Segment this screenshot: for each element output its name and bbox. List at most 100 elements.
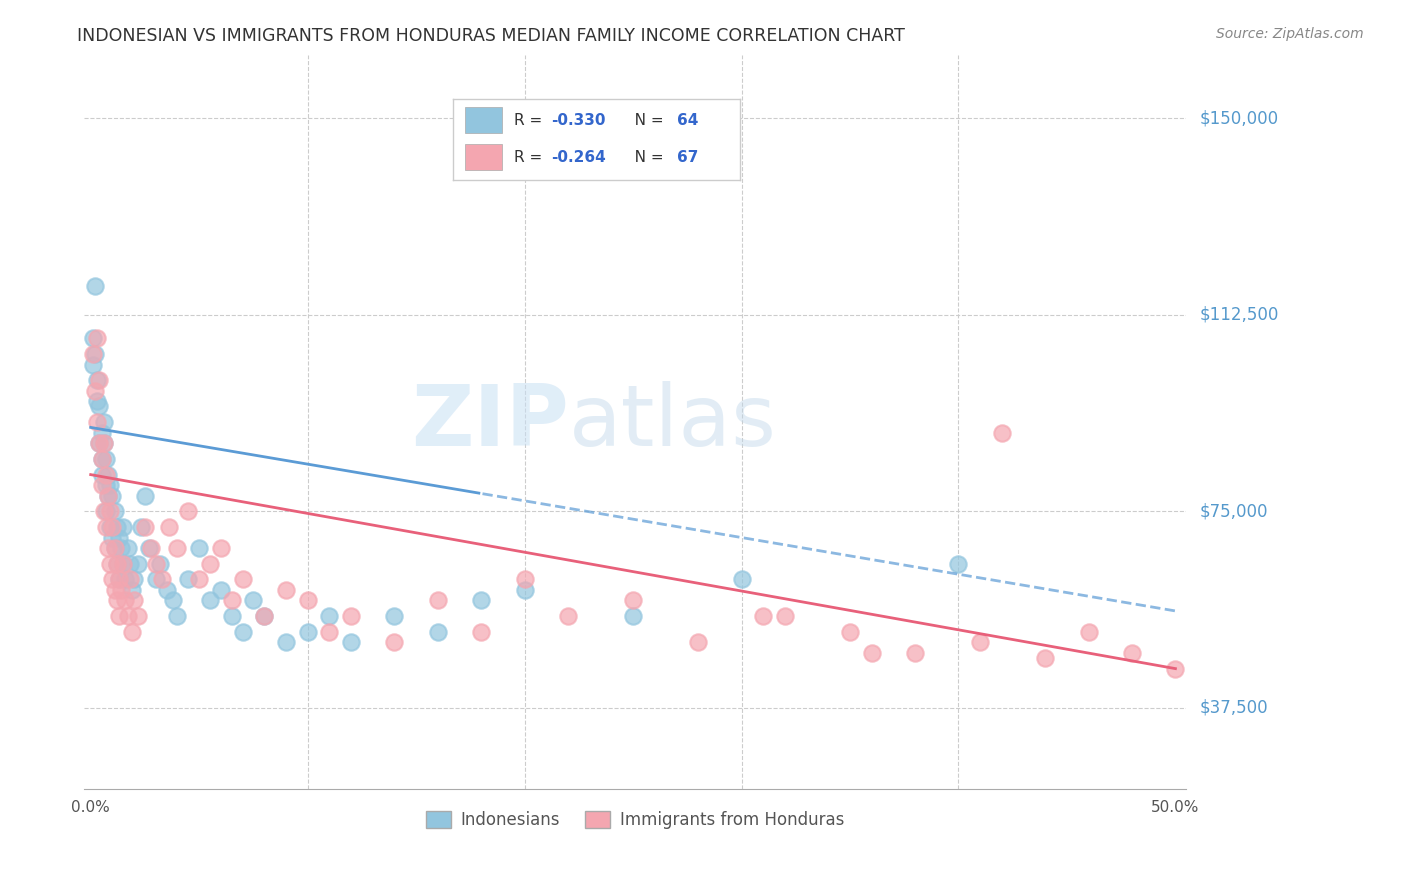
Point [101, 520, 124, 534]
Point [98, 478, 121, 492]
Point [384, 609, 406, 624]
Point [157, 520, 180, 534]
Point [297, 593, 319, 607]
Point [426, 624, 449, 639]
Point [274, 635, 297, 649]
Point [904, 646, 927, 660]
Point [93, 436, 115, 450]
Point [97, 541, 120, 555]
Point [86, 373, 108, 387]
Point [93, 415, 115, 429]
Point [340, 609, 363, 624]
Point [773, 609, 796, 624]
Point [1077, 624, 1099, 639]
Point [470, 593, 492, 607]
Point [134, 489, 156, 503]
Point [156, 582, 179, 597]
Point [112, 557, 135, 571]
Point [122, 573, 145, 587]
Point [969, 635, 991, 649]
Point [98, 557, 121, 571]
Point [82, 331, 104, 345]
Point [114, 573, 136, 587]
Point [94, 504, 117, 518]
Point [110, 541, 132, 555]
Point [557, 609, 579, 624]
Point [105, 520, 128, 534]
Point [149, 557, 172, 571]
Point [232, 624, 254, 639]
Point [86, 394, 108, 409]
Point [84, 278, 107, 293]
Point [97, 467, 120, 482]
Point [127, 557, 149, 571]
Point [141, 541, 163, 555]
Point [129, 520, 152, 534]
Point [108, 573, 131, 587]
Point [108, 531, 131, 545]
Point [90, 451, 112, 466]
Point [93, 436, 115, 450]
Point [1164, 662, 1187, 676]
Point [1033, 651, 1056, 665]
Point [991, 425, 1014, 440]
Point [90, 467, 112, 482]
Point [90, 451, 112, 466]
Point [112, 557, 135, 571]
Point [138, 541, 160, 555]
Point [177, 573, 200, 587]
Point [198, 593, 221, 607]
Point [426, 593, 449, 607]
Legend: Indonesians, Immigrants from Honduras: Indonesians, Immigrants from Honduras [419, 805, 851, 836]
Text: Source: ZipAtlas.com: Source: ZipAtlas.com [1216, 27, 1364, 41]
Point [209, 582, 232, 597]
Point [98, 520, 121, 534]
Point [253, 609, 276, 624]
Point [150, 573, 173, 587]
Point [621, 609, 644, 624]
Point [318, 624, 340, 639]
Point [470, 624, 492, 639]
Point [94, 467, 117, 482]
Point [103, 541, 125, 555]
Point [513, 573, 536, 587]
Point [121, 624, 143, 639]
Point [145, 557, 167, 571]
Point [103, 541, 125, 555]
Point [118, 573, 141, 587]
Point [253, 609, 276, 624]
Point [97, 489, 120, 503]
Point [114, 593, 136, 607]
Point [117, 541, 139, 555]
Point [105, 557, 128, 571]
Point [274, 582, 297, 597]
Point [117, 609, 139, 624]
Point [122, 593, 145, 607]
Point [108, 609, 131, 624]
Text: $112,500: $112,500 [1199, 306, 1278, 324]
Point [105, 557, 128, 571]
Point [89, 400, 111, 414]
Point [242, 593, 264, 607]
Point [730, 573, 752, 587]
Point [145, 573, 167, 587]
Point [105, 593, 128, 607]
Point [177, 504, 200, 518]
Point [198, 557, 221, 571]
Point [839, 624, 862, 639]
Point [82, 347, 104, 361]
Point [94, 478, 117, 492]
Point [94, 520, 117, 534]
Point [688, 635, 710, 649]
Point [84, 347, 107, 361]
Point [232, 573, 254, 587]
Point [84, 384, 107, 398]
Point [162, 593, 184, 607]
Point [384, 635, 406, 649]
Point [621, 593, 644, 607]
Point [221, 609, 243, 624]
Point [188, 541, 211, 555]
Point [134, 520, 156, 534]
Point [948, 557, 970, 571]
Point [318, 609, 340, 624]
